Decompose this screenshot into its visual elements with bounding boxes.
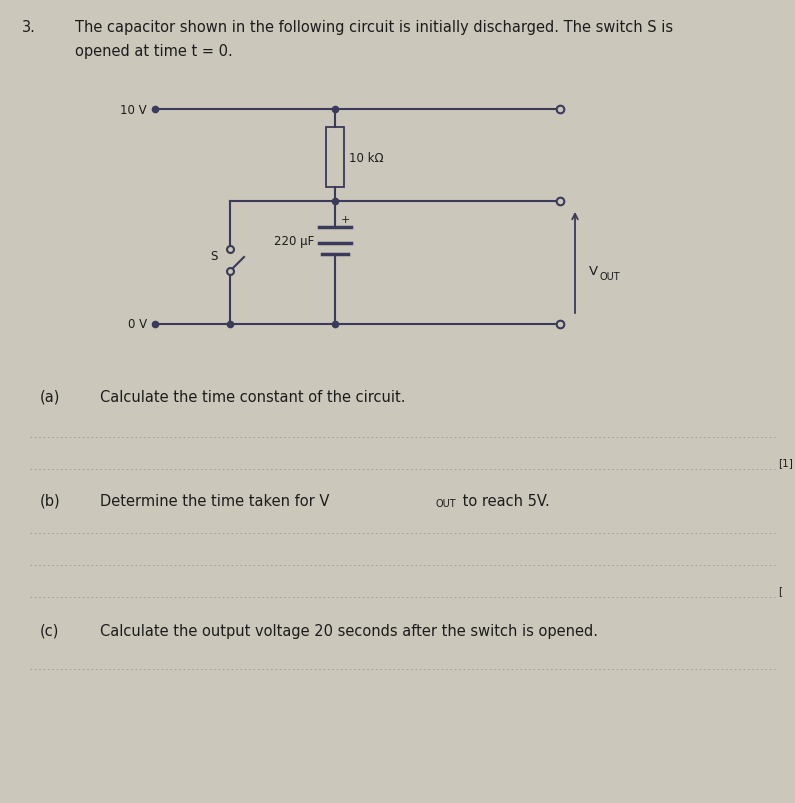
Text: to reach 5V.: to reach 5V. xyxy=(458,493,550,508)
Text: Calculate the time constant of the circuit.: Calculate the time constant of the circu… xyxy=(100,389,405,405)
Text: OUT: OUT xyxy=(600,272,621,282)
Text: 3.: 3. xyxy=(22,20,36,35)
Text: 10 kΩ: 10 kΩ xyxy=(349,151,384,165)
Text: (b): (b) xyxy=(40,493,60,508)
Text: OUT: OUT xyxy=(436,499,456,508)
Text: The capacitor shown in the following circuit is initially discharged. The switch: The capacitor shown in the following cir… xyxy=(75,20,673,35)
Text: V: V xyxy=(589,265,598,278)
Text: (c): (c) xyxy=(40,623,60,638)
Text: Determine the time taken for V: Determine the time taken for V xyxy=(100,493,329,508)
Text: S: S xyxy=(211,251,218,263)
Text: 220 μF: 220 μF xyxy=(273,234,314,247)
Text: 0 V: 0 V xyxy=(128,318,147,331)
Text: Calculate the output voltage 20 seconds after the switch is opened.: Calculate the output voltage 20 seconds … xyxy=(100,623,598,638)
Text: (a): (a) xyxy=(40,389,60,405)
Text: [1]: [1] xyxy=(778,458,793,467)
Text: opened at time t = 0.: opened at time t = 0. xyxy=(75,44,233,59)
Text: +: + xyxy=(341,214,351,225)
Bar xyxy=(326,128,344,188)
Text: 10 V: 10 V xyxy=(120,104,147,116)
Text: [: [ xyxy=(778,585,782,595)
